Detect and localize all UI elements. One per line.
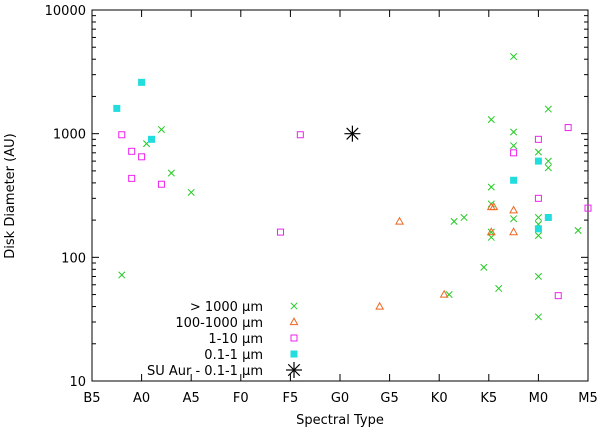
x-axis-title: Spectral Type (296, 413, 384, 428)
data-point (495, 284, 503, 293)
data-point (375, 301, 385, 310)
data-point (509, 227, 519, 236)
data-point (138, 78, 146, 86)
data-point (157, 180, 165, 188)
x-tick-label: F0 (233, 391, 249, 406)
data-point (564, 124, 572, 132)
series-0 (118, 53, 582, 321)
data-point (584, 204, 592, 212)
data-point (395, 216, 404, 225)
legend-label: > 1000 μm (190, 300, 263, 315)
legend-label: 0.1-1 μm (204, 348, 263, 363)
legend-symbol (286, 362, 302, 378)
data-point (118, 131, 126, 139)
data-point (510, 149, 518, 157)
series-3 (113, 78, 552, 233)
data-point (534, 213, 542, 222)
data-point (118, 271, 126, 279)
legend-label: 1-10 μm (208, 332, 263, 347)
series-4 (344, 125, 361, 142)
data-point (486, 227, 496, 236)
y-tick-label: 1000 (53, 128, 86, 143)
data-point (534, 272, 542, 281)
legend-label: 100-1000 μm (175, 316, 263, 331)
data-point (510, 176, 518, 184)
data-point (296, 131, 304, 139)
legend-symbol (289, 317, 299, 326)
data-point (487, 183, 495, 191)
data-point (544, 164, 552, 172)
data-point (509, 205, 519, 214)
data-point (544, 157, 552, 165)
ticks-layer: B5 A0 A5 F0 F5 G0 G5 K0 K5 M0 M5 10 100 1000 10000 (45, 4, 598, 406)
data-point (534, 157, 542, 165)
data-point (167, 169, 175, 177)
data-point (450, 217, 458, 226)
x-tick-label: G5 (380, 391, 398, 406)
data-point (487, 233, 495, 241)
x-tick-label: K0 (431, 391, 448, 406)
data-point (439, 289, 449, 298)
legend-label: SU Aur - 0.1-1 μm (147, 364, 263, 379)
data-point (544, 213, 552, 221)
data-point (480, 263, 488, 271)
y-tick-label: 10000 (45, 4, 86, 19)
plot-frame (91, 9, 589, 382)
data-point (148, 135, 156, 143)
data-point (534, 225, 542, 233)
data-point (487, 116, 495, 124)
data-point (554, 292, 562, 300)
data-point (574, 226, 582, 234)
data-point (489, 202, 499, 211)
data-point (534, 194, 542, 202)
data-point (460, 213, 468, 222)
data-point (157, 125, 165, 134)
data-point (138, 153, 146, 161)
data-point (510, 142, 518, 150)
legend-symbol (290, 334, 298, 342)
data-point (344, 125, 361, 142)
x-tick-label: M5 (578, 391, 598, 406)
legend-symbol (290, 302, 298, 310)
data-point (276, 228, 284, 236)
series-2 (118, 124, 592, 300)
data-point (187, 188, 195, 196)
x-tick-label: G0 (331, 391, 349, 406)
data-point (510, 215, 518, 223)
x-tick-label: A5 (183, 391, 200, 406)
x-tick-label: F5 (283, 391, 299, 406)
data-point (544, 105, 552, 113)
data-point (113, 104, 121, 112)
data-point (534, 148, 542, 156)
legend-symbol (290, 350, 298, 358)
series-1 (375, 202, 519, 310)
data-point (510, 128, 518, 136)
data-point (128, 174, 136, 182)
data-point (534, 135, 542, 143)
y-tick-label: 10 (69, 375, 86, 390)
data-point (534, 232, 542, 240)
data-point (128, 147, 136, 155)
y-tick-label: 100 (61, 251, 86, 266)
data-point (510, 53, 518, 61)
x-tick-label: A0 (133, 391, 150, 406)
y-axis-title: Disk Diameter (AU) (3, 133, 18, 258)
data-point (534, 313, 542, 321)
x-tick-label: B5 (83, 391, 100, 406)
x-tick-label: M0 (529, 391, 549, 406)
points-layer (113, 53, 592, 321)
x-tick-label: K5 (480, 391, 497, 406)
